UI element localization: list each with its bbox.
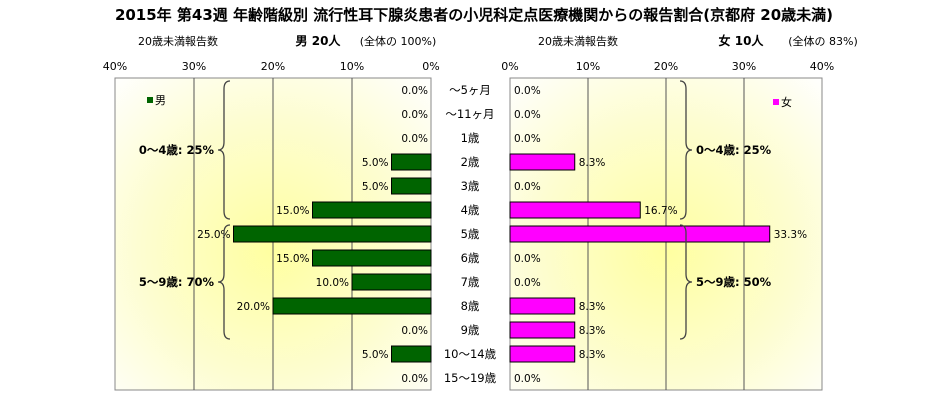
male-tick-labels: 40% 30% 20% 10% 0% [103,60,440,73]
female-group-brace [679,80,693,220]
female-tick-label: 0% [501,60,518,73]
male-group-label: 5～9歳: 70% [139,275,215,289]
female-bar [509,297,576,315]
male-header-label: 20歳未満報告数 [138,35,218,48]
chart-title: 2015年 第43週 年齢階級別 流行性耳下腺炎患者の小児科定点医療機関からの報… [115,6,833,24]
male-legend-label: 男 [155,94,166,107]
male-tick-label: 0% [422,60,439,73]
female-group-label: 5～9歳: 50% [696,275,772,289]
male-tick-label: 40% [103,60,127,73]
female-value-label: 0.0% [514,277,541,289]
female-value-label: 33.3% [774,229,807,241]
male-group-brace [217,224,231,340]
female-value-label: 0.0% [514,253,541,265]
category-label: 3歳 [461,179,480,193]
male-bar [233,225,432,243]
male-tick-label: 30% [182,60,206,73]
male-value-label: 5.0% [362,181,389,193]
female-bar [509,201,641,219]
category-label: 7歳 [461,275,480,289]
male-value-label: 15.0% [276,205,309,217]
male-value-label: 0.0% [401,85,428,97]
female-value-label: 8.3% [579,157,606,169]
category-label: ～5ヶ月 [449,83,491,97]
female-bar [509,345,576,363]
female-value-label: 0.0% [514,85,541,97]
female-group-label: 0～4歳: 25% [696,143,772,157]
male-bar [391,177,432,195]
female-tick-labels: 0% 10% 20% 30% 40% [501,60,834,73]
male-bar [272,297,432,315]
category-label: 1歳 [461,131,480,145]
female-value-label: 8.3% [579,325,606,337]
female-value-label: 0.0% [514,373,541,385]
category-label: ～11ヶ月 [445,107,494,121]
category-label: 5歳 [461,227,480,241]
female-tick-label: 20% [654,60,678,73]
category-label: 15～19歳 [444,371,497,385]
female-value-label: 0.0% [514,109,541,121]
male-value-label: 5.0% [362,349,389,361]
female-group-brace [679,224,693,340]
male-bar [312,201,432,219]
category-label: 2歳 [461,155,480,169]
male-tick-label: 10% [340,60,364,73]
male-value-label: 10.0% [316,277,349,289]
female-legend-swatch [773,99,779,105]
female-value-label: 16.7% [644,205,677,217]
female-header-count: 女 10人 [719,33,765,48]
male-header-share: (全体の 100%) [360,34,437,48]
female-bar [509,225,771,243]
category-label: 6歳 [461,251,480,265]
male-value-label: 0.0% [401,373,428,385]
category-label: 10～14歳 [444,347,497,361]
category-label: 9歳 [461,323,480,337]
female-tick-label: 40% [810,60,834,73]
male-value-label: 0.0% [401,133,428,145]
female-value-label: 0.0% [514,181,541,193]
male-value-label: 5.0% [362,157,389,169]
male-value-label: 25.0% [197,229,230,241]
male-tick-label: 20% [261,60,285,73]
male-value-label: 0.0% [401,109,428,121]
female-tick-label: 30% [732,60,756,73]
male-group-label: 0～4歳: 25% [139,143,215,157]
value-labels: 0.0% 0.0% 0.0% 0.0% 0.0% 0.0% 5.0% 8.3% 5.0% 0.0%… [197,85,807,385]
female-header-share: (全体の 83%) [788,34,858,48]
male-value-label: 15.0% [276,253,309,265]
female-bar [509,153,576,171]
male-bar [351,273,432,291]
female-tick-label: 10% [576,60,600,73]
male-value-label: 20.0% [237,301,270,313]
category-label: 8歳 [461,299,480,313]
male-bar [391,345,432,363]
group-braces: 0～4歳: 25% 5～9歳: 70% 0～4歳: 25% 5～9歳: 50% [139,80,772,340]
female-value-label: 8.3% [579,301,606,313]
female-legend-label: 女 [781,95,792,109]
bars [233,153,771,363]
category-labels: ～5ヶ月 ～11ヶ月 1歳 2歳 3歳 4歳 5歳 6歳 7歳 8歳 9歳 10～14歳 15～19歳 [444,83,497,385]
female-value-label: 8.3% [579,349,606,361]
male-bar [391,153,432,171]
male-legend-swatch [147,97,153,103]
male-value-label: 0.0% [401,325,428,337]
category-label: 4歳 [461,203,480,217]
male-header-count: 男 20人 [296,33,342,48]
male-group-brace [217,80,231,220]
female-value-label: 0.0% [514,133,541,145]
female-header-label: 20歳未満報告数 [538,35,618,48]
female-bar [509,321,576,339]
male-bar [312,249,432,267]
